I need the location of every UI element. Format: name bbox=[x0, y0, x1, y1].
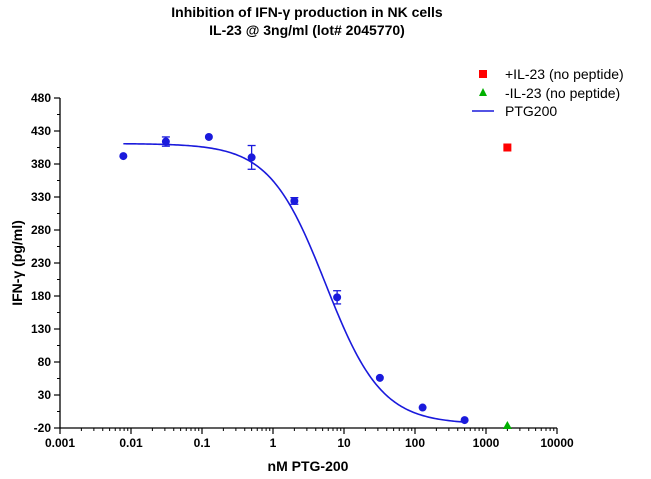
y-tick-label: 330 bbox=[31, 190, 51, 204]
legend-item-ptg200: PTG200 bbox=[472, 103, 557, 119]
ptg200-point bbox=[204, 132, 213, 141]
legend-triangle-marker bbox=[479, 88, 487, 96]
y-tick-label: 280 bbox=[31, 223, 51, 237]
x-tick-label: 1000 bbox=[473, 436, 500, 450]
ptg200-fit-curve bbox=[123, 142, 465, 423]
plot-area bbox=[119, 132, 512, 430]
x-tick-label: 10 bbox=[337, 436, 351, 450]
y-tick-label: 80 bbox=[38, 355, 52, 369]
legend-square-marker bbox=[479, 70, 487, 78]
chart-subtitle: IL-23 @ 3ng/ml (lot# 2045770) bbox=[209, 22, 405, 38]
x-tick-label: 0.001 bbox=[45, 436, 75, 450]
legend: +IL-23 (no peptide) -IL-23 (no peptide) … bbox=[472, 66, 624, 119]
legend-label: PTG200 bbox=[505, 103, 557, 119]
ptg200-point bbox=[460, 416, 469, 425]
legend-label: -IL-23 (no peptide) bbox=[505, 85, 620, 101]
y-axis-ticks: -20 30 80 130 180 230 280 330 380 430 480 bbox=[31, 91, 60, 435]
ptg200-point bbox=[418, 403, 427, 412]
ptg200-point bbox=[333, 293, 342, 302]
chart-title: Inhibition of IFN-γ production in NK cel… bbox=[171, 4, 443, 20]
ptg200-point bbox=[247, 153, 256, 162]
x-axis-ticks: 0.001 0.01 0.1 1 10 100 1000 10000 bbox=[45, 428, 574, 450]
y-axis: -20 30 80 130 180 230 280 330 380 430 480 IFN-γ (p… bbox=[9, 91, 61, 435]
x-tick-label: 10000 bbox=[540, 436, 574, 450]
y-tick-label: 230 bbox=[31, 256, 51, 270]
ptg200-point bbox=[161, 137, 170, 146]
y-tick-label: 30 bbox=[38, 388, 52, 402]
legend-item-il23-minus: -IL-23 (no peptide) bbox=[479, 85, 620, 101]
y-tick-label: 130 bbox=[31, 322, 51, 336]
y-tick-label: 180 bbox=[31, 289, 51, 303]
il23-plus-point bbox=[503, 143, 512, 152]
ptg200-point bbox=[119, 152, 128, 161]
legend-label: +IL-23 (no peptide) bbox=[505, 66, 624, 82]
y-tick-label: -20 bbox=[34, 421, 52, 435]
x-tick-label: 100 bbox=[405, 436, 425, 450]
ptg200-point bbox=[290, 196, 299, 205]
x-axis: 0.001 0.01 0.1 1 10 100 1000 10000 nM PTG-200 bbox=[45, 427, 574, 474]
x-tick-label: 0.01 bbox=[119, 436, 143, 450]
y-axis-title: IFN-γ (pg/ml) bbox=[9, 220, 25, 306]
x-tick-label: 1 bbox=[270, 436, 277, 450]
y-tick-label: 430 bbox=[31, 124, 51, 138]
ptg200-point bbox=[375, 373, 384, 382]
y-tick-label: 380 bbox=[31, 157, 51, 171]
y-tick-label: 480 bbox=[31, 91, 51, 105]
il23-minus-point bbox=[502, 421, 512, 430]
x-axis-title: nM PTG-200 bbox=[268, 458, 349, 474]
x-tick-label: 0.1 bbox=[194, 436, 211, 450]
legend-item-il23-plus: +IL-23 (no peptide) bbox=[479, 66, 624, 82]
